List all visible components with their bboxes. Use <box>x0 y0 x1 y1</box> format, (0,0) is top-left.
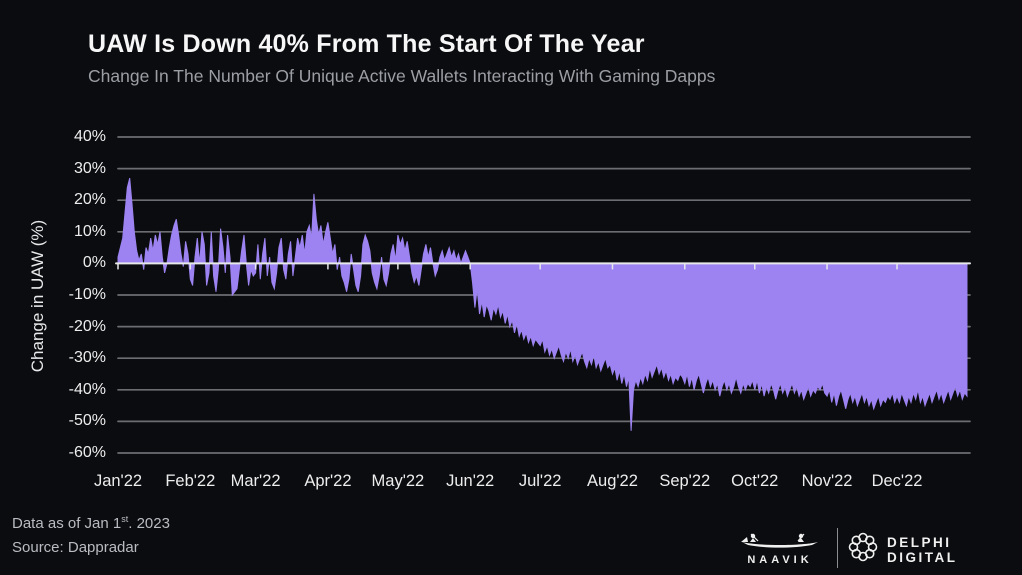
x-tick-label: Jun'22 <box>446 472 495 490</box>
y-tick-label: 0% <box>82 254 106 272</box>
x-tick-label: Jan'22 <box>93 472 143 490</box>
y-tick-label: -60% <box>68 444 106 461</box>
x-tick-label: Oct'22 <box>731 472 779 490</box>
page-title: UAW Is Down 40% From The Start Of The Ye… <box>88 30 645 58</box>
x-tick-label: May'22 <box>371 472 425 490</box>
delphi-knot-icon <box>848 532 878 567</box>
y-tick-label: 40% <box>73 128 106 145</box>
data-note: Data as of Jan 1st. 2023 <box>12 514 170 532</box>
naavik-wordmark: NAAVIK <box>747 554 813 566</box>
y-tick-label: -30% <box>68 349 106 367</box>
y-tick-label: 20% <box>73 191 106 209</box>
x-tick-label: Nov'22 <box>801 472 853 490</box>
page-subtitle: Change In The Number Of Unique Active Wa… <box>88 66 716 86</box>
x-tick-label: Jul'22 <box>518 472 562 490</box>
y-tick-label: 10% <box>73 222 106 240</box>
data-note-superscript: st <box>121 514 129 524</box>
y-tick-label: -40% <box>68 380 106 398</box>
x-tick-label: Mar'22 <box>230 472 281 490</box>
y-tick-label: -50% <box>68 412 106 430</box>
x-tick-label: Dec'22 <box>871 472 923 490</box>
delphi-digital-logo: DELPHI DIGITAL <box>848 532 1022 567</box>
naavik-logo: NAAVIK <box>738 530 822 566</box>
naavik-boat-icon <box>738 533 822 552</box>
y-tick-label: -10% <box>68 286 106 303</box>
data-note-suffix: . 2023 <box>128 515 170 532</box>
y-tick-label: 30% <box>73 159 106 177</box>
x-tick-label: Apr'22 <box>304 472 352 490</box>
source-note: Source: Dappradar <box>12 539 139 556</box>
delphi-wordmark: DELPHI DIGITAL <box>887 534 958 565</box>
logo-divider <box>837 528 838 568</box>
x-tick-label: Feb'22 <box>165 472 216 490</box>
x-tick-label: Sep'22 <box>659 472 711 490</box>
y-tick-label: -20% <box>68 317 106 335</box>
data-note-text: Data as of Jan 1 <box>12 515 122 532</box>
x-tick-label: Aug'22 <box>587 472 638 490</box>
area-series <box>117 177 968 431</box>
